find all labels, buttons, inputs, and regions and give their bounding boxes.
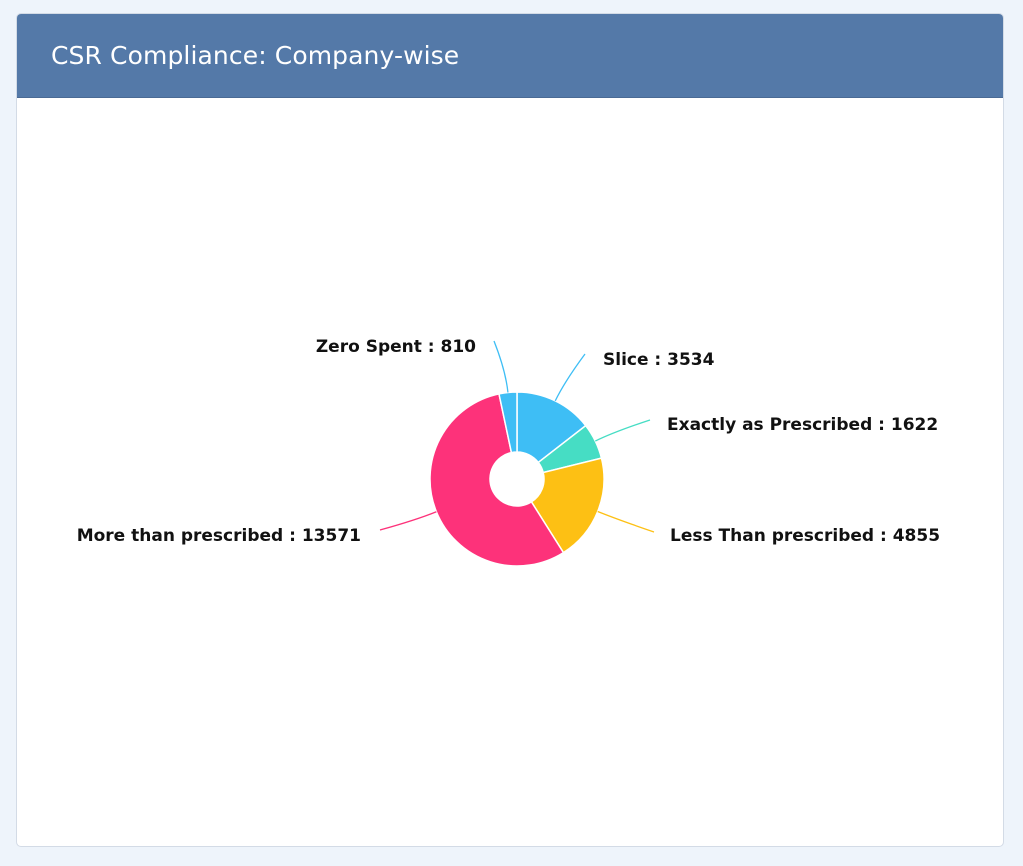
data-labels-layer: Slice : 3534 Exactly as Prescribed : 1622…: [77, 337, 940, 546]
data-label-more-than-prescribed: More than prescribed : 13571: [77, 526, 361, 546]
leader-line-slice: [554, 353, 586, 402]
leader-line-more-than-prescribed: [379, 511, 437, 531]
leader-line-less-than-prescribed: [597, 510, 655, 533]
leader-line-exactly-as-prescribed: [594, 419, 651, 442]
leader-line-zero-spent: [493, 340, 509, 393]
slice-zero-spent[interactable]: [498, 391, 518, 454]
card-header: CSR Compliance: Company-wise: [17, 14, 1003, 98]
slice-slice[interactable]: [516, 391, 587, 464]
leader-lines-layer: [379, 340, 655, 533]
data-label-slice: Slice : 3534: [603, 350, 715, 370]
chart-card: CSR Compliance: Company-wise: [16, 13, 1004, 847]
slice-less-than-prescribed[interactable]: [530, 457, 605, 554]
data-label-zero-spent: Zero Spent : 810: [316, 337, 476, 357]
card-title: CSR Compliance: Company-wise: [51, 41, 460, 70]
slices-layer: [429, 391, 605, 567]
data-label-exactly-as-prescribed: Exactly as Prescribed : 1622: [667, 415, 938, 435]
data-label-less-than-prescribed: Less Than prescribed : 4855: [670, 526, 940, 546]
slice-more-than-prescribed[interactable]: [429, 392, 565, 567]
